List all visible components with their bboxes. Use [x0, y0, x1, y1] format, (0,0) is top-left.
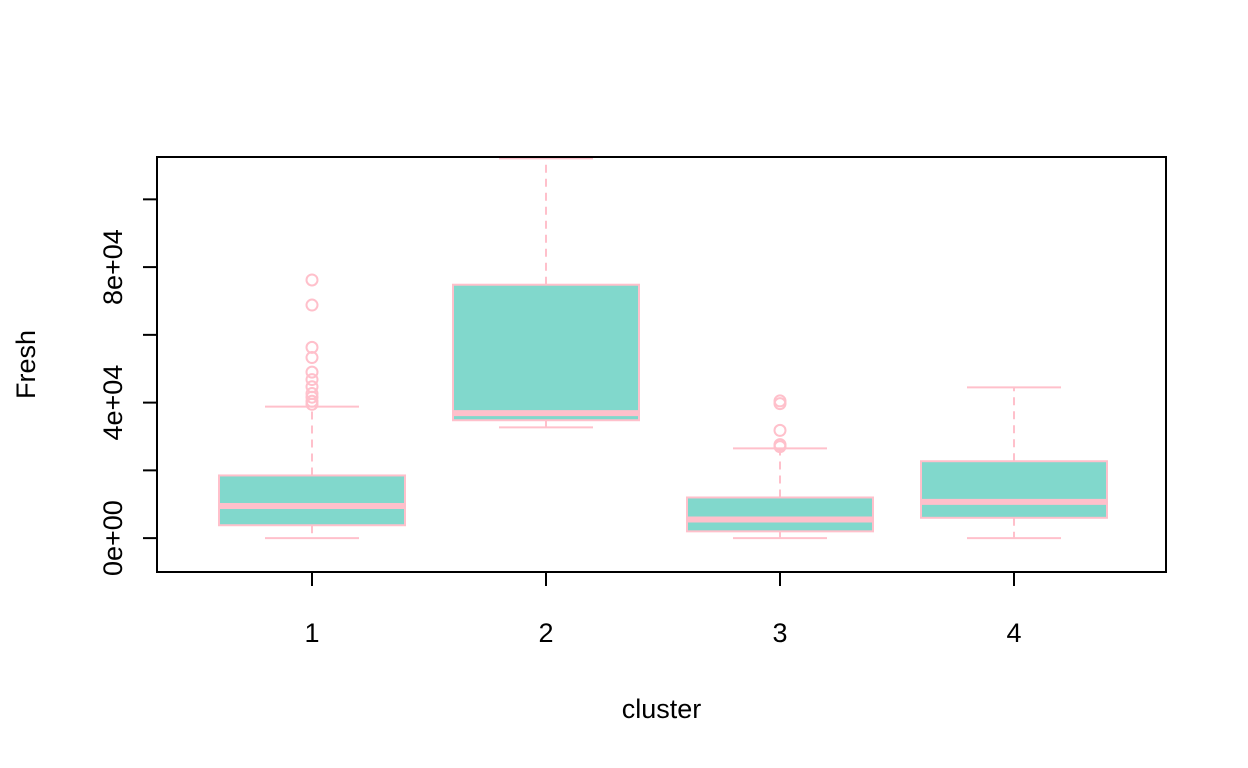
box-group-1	[218, 273, 406, 540]
x-tick-label: 4	[1006, 618, 1021, 648]
outlier-point	[305, 365, 319, 379]
outlier-point	[305, 273, 319, 287]
outlier-point	[773, 397, 787, 411]
outlier-point	[305, 351, 319, 365]
box-2	[452, 283, 640, 422]
y-axis-title: Fresh	[11, 330, 41, 399]
x-tick-label: 3	[772, 618, 787, 648]
x-axis-title: cluster	[622, 694, 702, 724]
x-axis: 1 2 3 4	[304, 571, 1022, 648]
y-tick-label: 8e+04	[98, 229, 128, 305]
outlier-point	[773, 440, 787, 454]
outlier-point	[305, 390, 319, 404]
box-group-2	[452, 157, 640, 429]
box-4	[920, 460, 1108, 519]
box-group-3	[686, 394, 874, 540]
outlier-point	[773, 423, 787, 437]
box-3	[686, 496, 874, 533]
outlier-point	[305, 373, 319, 387]
x-tick-label: 1	[304, 618, 319, 648]
outlier-point	[305, 397, 319, 411]
box-group-4	[920, 386, 1108, 540]
outlier-point	[305, 298, 319, 312]
box-1	[218, 474, 406, 527]
y-tick-label: 0e+00	[98, 500, 128, 576]
y-axis: 0e+00 4e+04 8e+04	[98, 198, 158, 576]
x-tick-label: 2	[538, 618, 553, 648]
y-tick-label: 4e+04	[98, 365, 128, 441]
boxes-layer	[218, 157, 1108, 540]
